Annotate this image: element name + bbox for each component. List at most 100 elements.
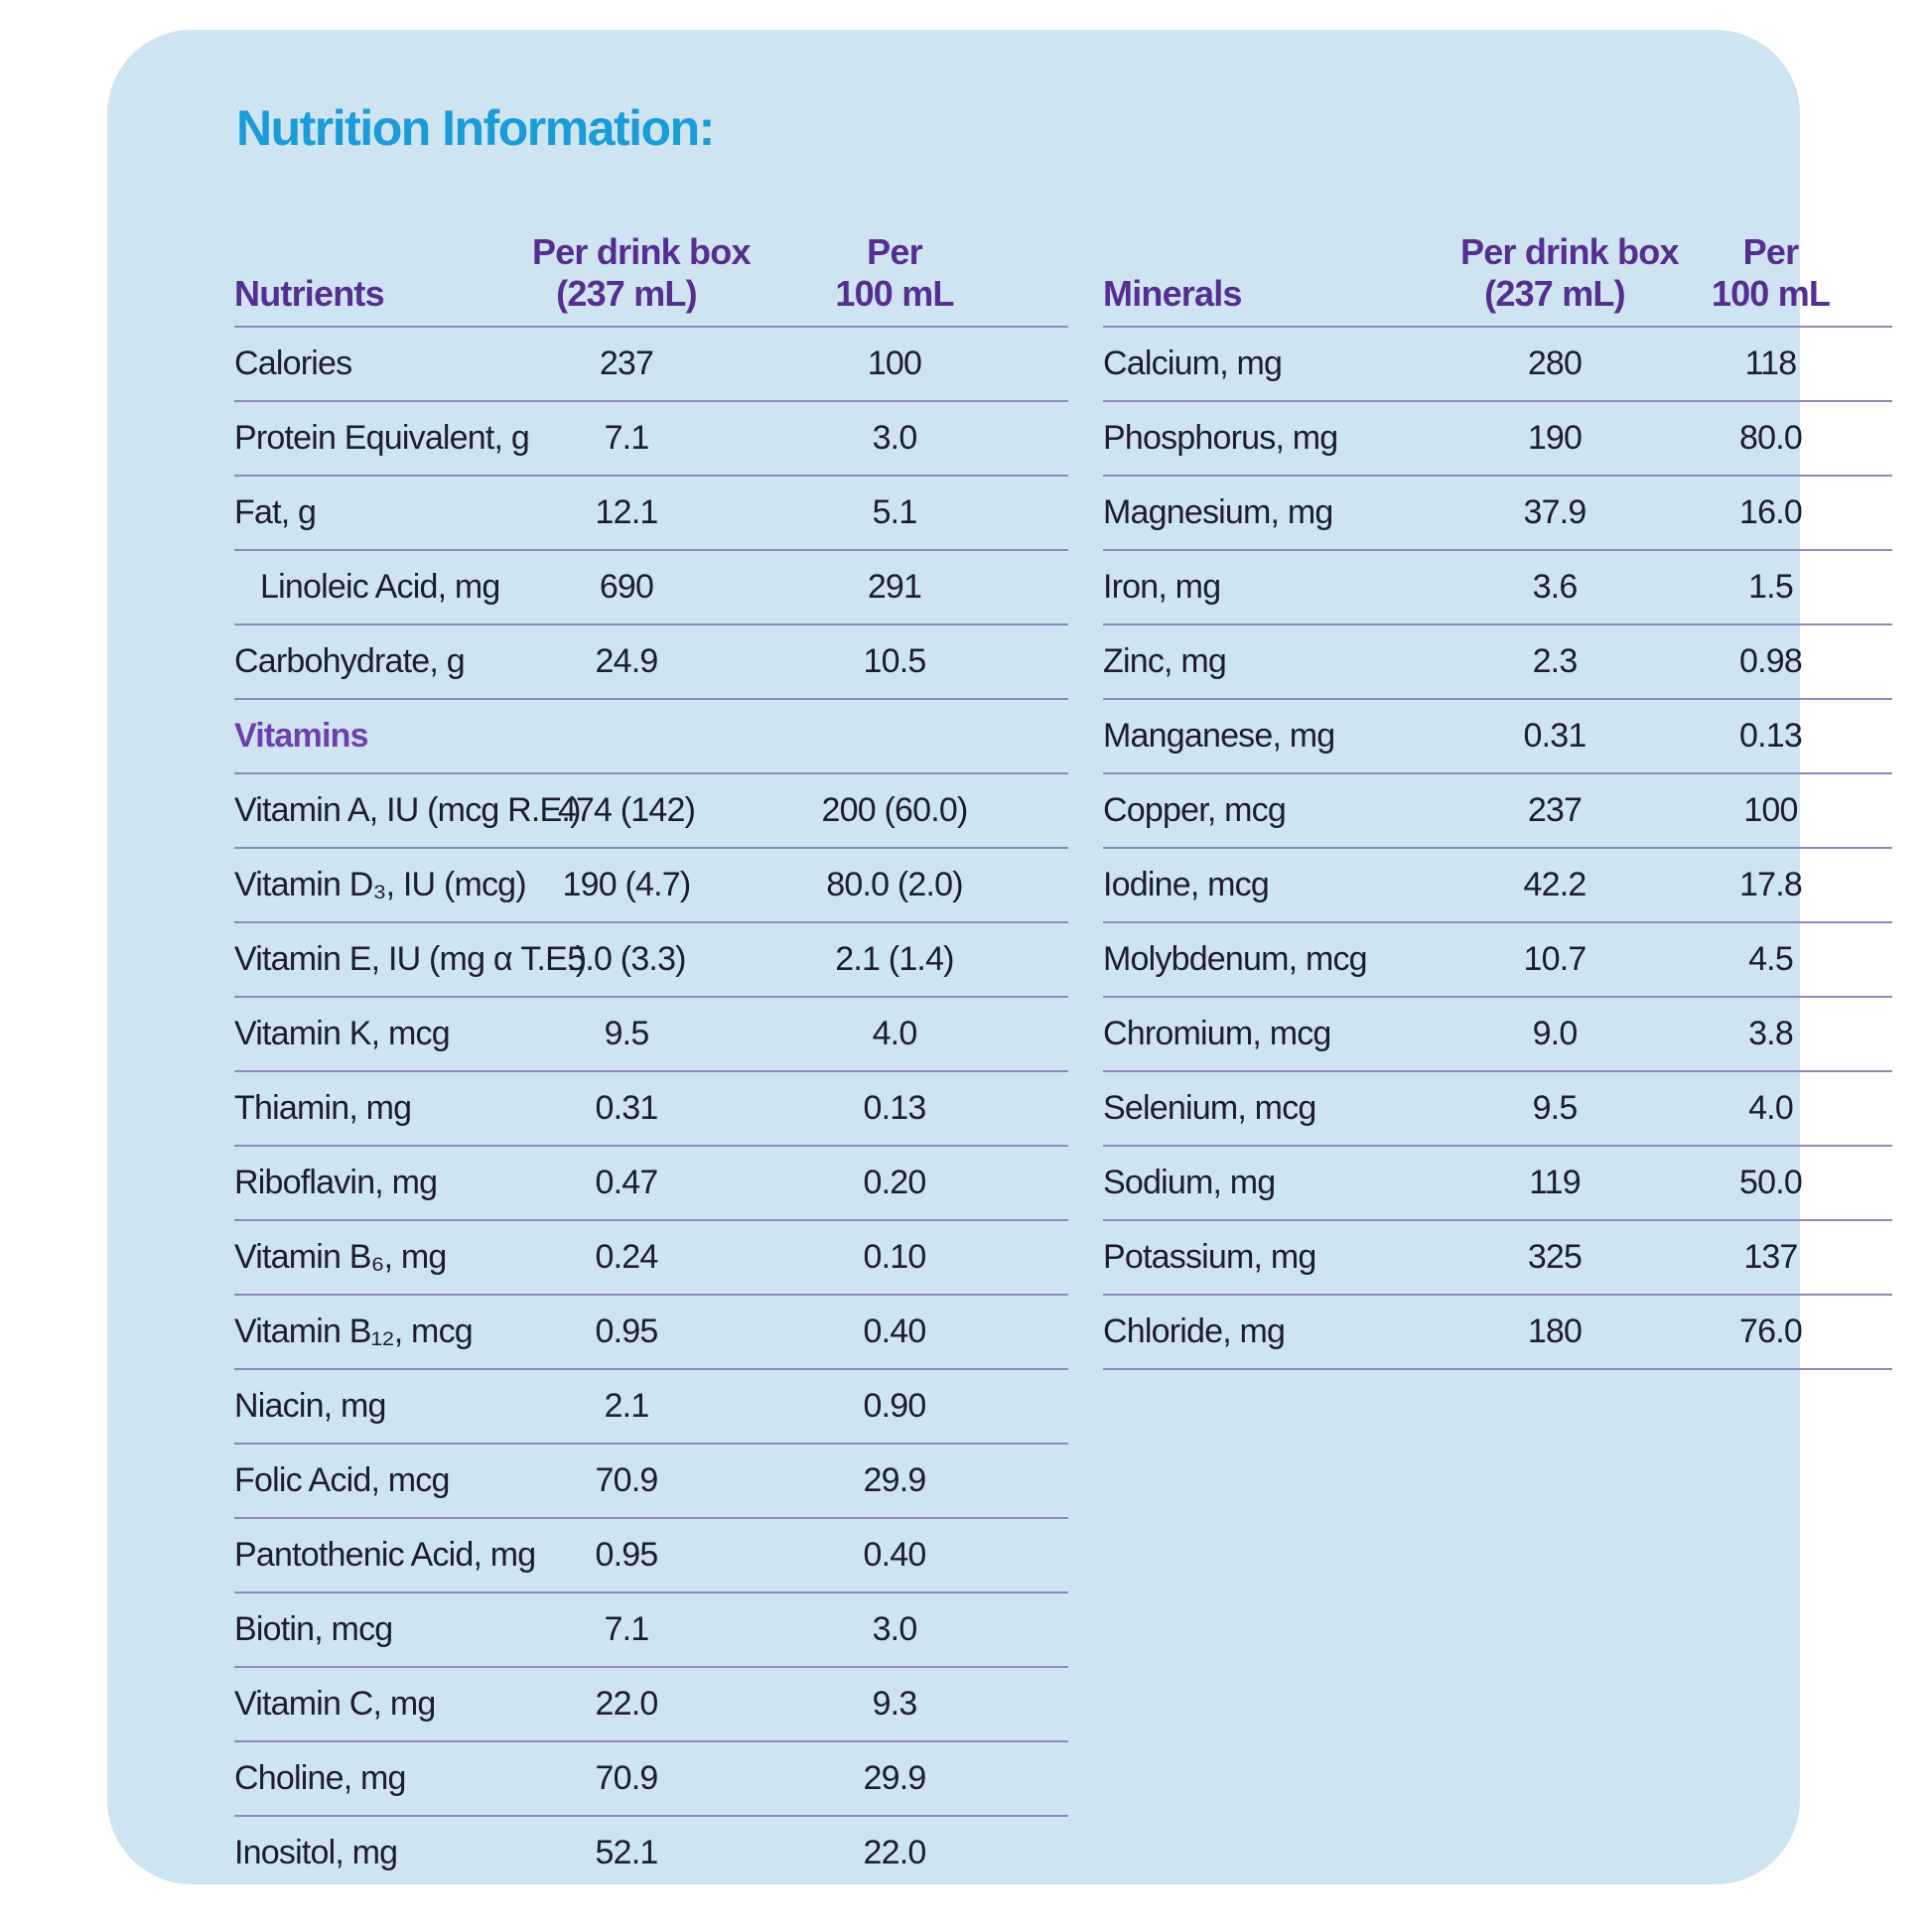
- row-label: Inositol, mg: [234, 1834, 398, 1871]
- per-drink-box-value: 24.9: [532, 624, 721, 700]
- per-100ml-value: 76.0: [1649, 1295, 1892, 1370]
- per-100ml-value: 0.13: [721, 1071, 1068, 1147]
- per-drink-box-value: 9.0: [1460, 997, 1649, 1072]
- row-label: Vitamin B₆, mg: [234, 1220, 532, 1296]
- table-row: Chromium, mcg 9.0 3.8: [1103, 997, 1892, 1072]
- per-drink-box-value: 5.0 (3.3): [532, 922, 721, 998]
- per-100ml-value: 4.0: [721, 997, 1068, 1072]
- table-row: Protein Equivalent, g 7.1 3.0: [234, 401, 1068, 477]
- minerals-column-header: Minerals: [1103, 181, 1460, 328]
- per-100ml-value: 16.0: [1649, 476, 1892, 551]
- table-row: Vitamin K, mcg 9.5 4.0: [234, 997, 1068, 1072]
- table-row: Vitamin D₃, IU (mcg) 190 (4.7) 80.0 (2.0…: [234, 848, 1068, 923]
- per-100ml-value: 29.9: [721, 1741, 1068, 1817]
- per-drink-box-value: [532, 699, 721, 774]
- per-100ml-value: 0.10: [721, 1220, 1068, 1296]
- per-drink-box-value: 180: [1460, 1295, 1649, 1370]
- per-100ml-value: 0.13: [1649, 699, 1892, 774]
- table-row: Choline, mg 70.9 29.9: [234, 1741, 1068, 1817]
- nutrients-column-header: Nutrients: [234, 181, 532, 328]
- per-100ml-value: 0.40: [721, 1518, 1068, 1593]
- nutrients-table: Nutrients Per drink box (237 mL) Per 100 m…: [234, 181, 1068, 1889]
- table-row: Iron, mg 3.6 1.5: [1103, 550, 1892, 625]
- row-label: Molybdenum, mcg: [1103, 922, 1460, 998]
- per-drink-box-value: 190: [1460, 401, 1649, 477]
- row-label: Fat, g: [234, 476, 532, 551]
- per-drink-box-column-header: Per drink box (237 mL): [532, 181, 751, 328]
- row-label: Vitamin A, IU (mcg R.E.): [234, 773, 581, 849]
- row-label: Iodine, mcg: [1103, 848, 1460, 923]
- row-label: Copper, mcg: [1103, 773, 1460, 849]
- table-row: Fat, g 12.1 5.1: [234, 476, 1068, 551]
- per-100ml-value: 0.90: [721, 1369, 1068, 1445]
- table-row: Vitamin E, IU (mg α T.E.) 5.0 (3.3) 2.1 …: [234, 922, 1068, 998]
- per-drink-box-value: 0.95: [532, 1518, 721, 1593]
- per-drink-box-value: 70.9: [532, 1741, 721, 1817]
- nutrients-header-row: Nutrients Per drink box (237 mL) Per 100 m…: [234, 181, 1068, 328]
- header-line: Per: [867, 231, 922, 273]
- table-row: Biotin, mcg 7.1 3.0: [234, 1592, 1068, 1668]
- table-row: Folic Acid, mcg 70.9 29.9: [234, 1444, 1068, 1519]
- header-line: 100 mL: [835, 272, 954, 314]
- row-label: Niacin, mg: [234, 1369, 532, 1445]
- per-100ml-value: 80.0 (2.0): [721, 848, 1068, 923]
- per-drink-box-value: 325: [1460, 1220, 1649, 1296]
- per-100ml-value: 10.5: [721, 624, 1068, 700]
- per-drink-box-value: 42.2: [1460, 848, 1649, 923]
- per-drink-box-value: 9.5: [532, 997, 721, 1072]
- header-line: Per: [1742, 231, 1799, 273]
- per-drink-box-column-header: Per drink box (237 mL): [1460, 181, 1679, 328]
- per-drink-box-value: 190 (4.7): [532, 848, 721, 923]
- per-100ml-value: 4.0: [1649, 1071, 1892, 1147]
- per-drink-box-value: 474 (142): [532, 773, 721, 849]
- per-drink-box-value: 52.1: [595, 1834, 659, 1871]
- header-line: Per drink box: [532, 231, 751, 273]
- per-100ml-value: 17.8: [1649, 848, 1892, 923]
- per-100ml-value: 3.0: [721, 401, 1068, 477]
- row-label: Manganese, mg: [1103, 699, 1460, 774]
- per-100ml-column-header: Per 100 mL: [721, 181, 1068, 328]
- row-label: Vitamin E, IU (mg α T.E.): [234, 922, 587, 998]
- per-drink-box-value: 2.1: [532, 1369, 721, 1445]
- per-100ml-value: 118: [1649, 327, 1892, 402]
- row-label: Choline, mg: [234, 1741, 532, 1817]
- minerals-table-body: Calcium, mg 280 118 Phosphorus, mg 190 8…: [1103, 327, 1892, 1370]
- per-100ml-value: 4.5: [1649, 922, 1892, 998]
- table-row: Molybdenum, mcg 10.7 4.5: [1103, 922, 1892, 998]
- minerals-table: Minerals Per drink box (237 mL) Per 100 mL…: [1103, 181, 1892, 1370]
- per-100ml-value: 3.8: [1649, 997, 1892, 1072]
- row-label: Phosphorus, mg: [1103, 401, 1460, 477]
- per-drink-box-value: 237: [532, 327, 721, 402]
- table-row: Sodium, mg 119 50.0: [1103, 1146, 1892, 1221]
- table-row: Vitamins: [234, 699, 1068, 774]
- table-row: Inositol, mg 52.1 22.0: [234, 1816, 1068, 1889]
- per-drink-box-value: 37.9: [1460, 476, 1649, 551]
- per-100ml-value: [721, 699, 1068, 774]
- per-drink-box-value: 7.1: [532, 1592, 721, 1668]
- per-drink-box-value: 0.24: [532, 1220, 721, 1296]
- per-drink-box-value: 9.5: [1460, 1071, 1649, 1147]
- per-100ml-value: 137: [1649, 1220, 1892, 1296]
- per-100ml-value: 1.5: [1649, 550, 1892, 625]
- table-row: Calcium, mg 280 118: [1103, 327, 1892, 402]
- per-100ml-value: 2.1 (1.4): [721, 922, 1068, 998]
- row-label: Vitamin K, mcg: [234, 997, 532, 1072]
- page-title: Nutrition Information:: [236, 100, 715, 156]
- per-drink-box-value: 0.31: [532, 1071, 721, 1147]
- row-label: Vitamins: [234, 699, 532, 774]
- row-label: Vitamin B₁₂, mcg: [234, 1295, 532, 1370]
- row-label: Carbohydrate, g: [234, 624, 532, 700]
- table-row: Vitamin C, mg 22.0 9.3: [234, 1667, 1068, 1742]
- per-drink-box-value: 280: [1460, 327, 1649, 402]
- per-100ml-value: 200 (60.0): [721, 773, 1068, 849]
- per-100ml-value: 50.0: [1649, 1146, 1892, 1221]
- table-row: Iodine, mcg 42.2 17.8: [1103, 848, 1892, 923]
- row-label: Chloride, mg: [1103, 1295, 1460, 1370]
- row-label: Vitamin D₃, IU (mcg): [234, 848, 532, 923]
- nutrition-card: Nutrition Information: Nutrients Per dri…: [107, 30, 1892, 1884]
- per-drink-box-value: 0.31: [1460, 699, 1649, 774]
- per-100ml-column-header: Per 100 mL: [1649, 181, 1892, 328]
- per-100ml-value: 291: [721, 550, 1068, 625]
- per-drink-box-value: 7.1: [532, 401, 721, 477]
- row-label: Biotin, mcg: [234, 1592, 532, 1668]
